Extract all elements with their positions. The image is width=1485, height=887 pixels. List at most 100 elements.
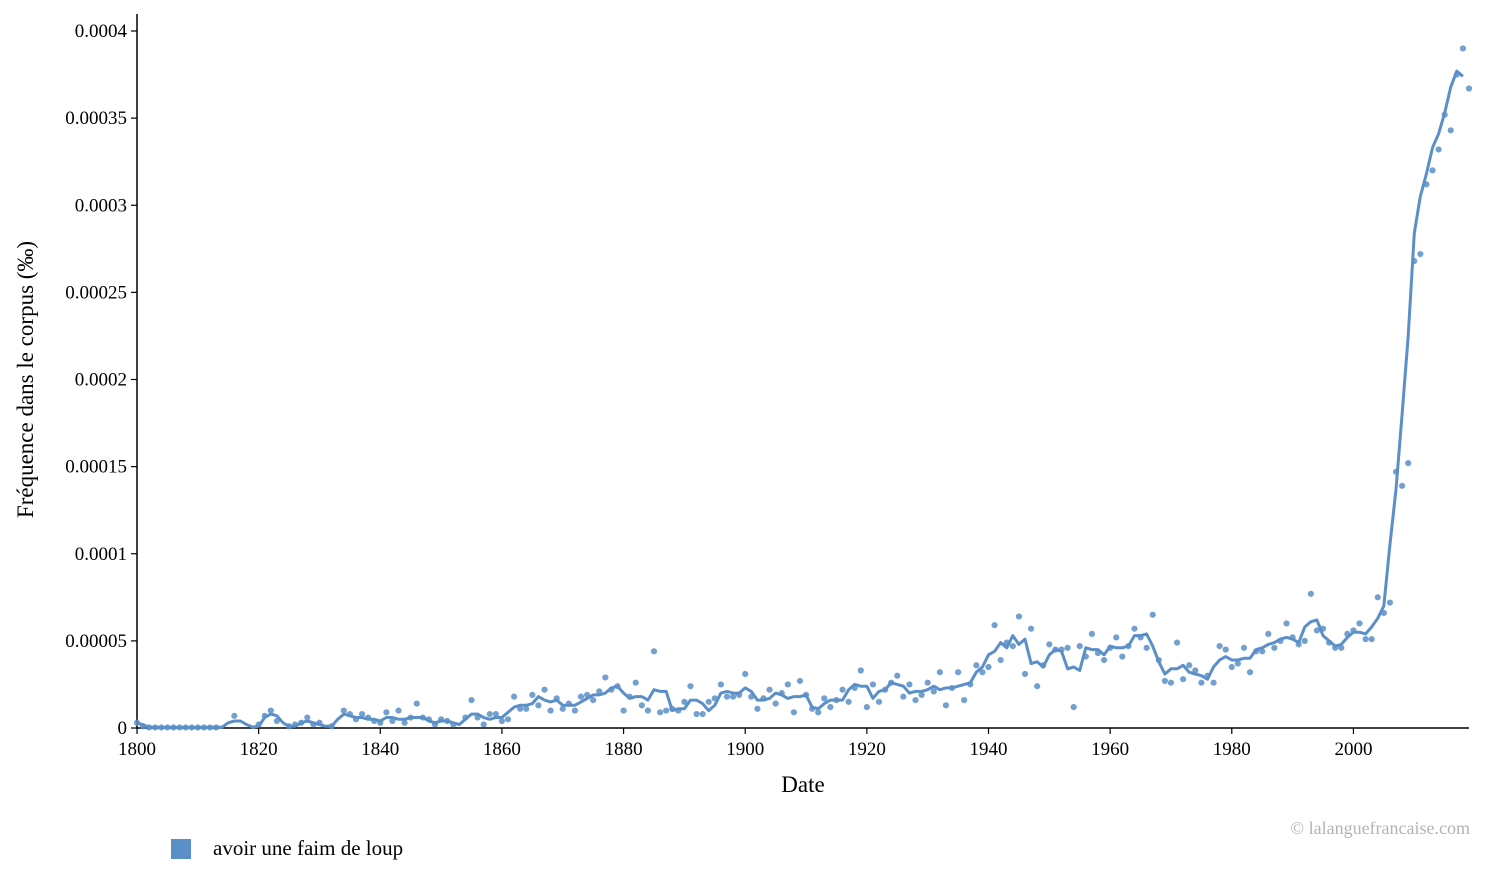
data-point [1186, 662, 1193, 669]
data-point [602, 674, 609, 681]
data-point [1368, 636, 1375, 643]
data-point [1234, 660, 1241, 667]
data-point [620, 707, 627, 714]
data-point [480, 721, 487, 728]
data-point [1149, 611, 1156, 618]
x-axis-title: Date [781, 772, 824, 797]
data-point [358, 710, 366, 718]
data-point [1240, 644, 1248, 651]
y-tick-label: 0.00015 [65, 457, 127, 478]
data-point [541, 686, 548, 693]
data-point [875, 698, 883, 705]
data-point [486, 710, 493, 718]
data-point [1046, 641, 1053, 648]
data-point [1307, 590, 1314, 597]
data-point [1447, 127, 1454, 134]
data-point [523, 705, 530, 712]
data-point [973, 662, 980, 669]
data-point [1009, 643, 1016, 650]
data-point [1405, 460, 1412, 467]
data-point [1161, 677, 1168, 685]
data-point [401, 719, 408, 726]
x-tick-label: 1820 [240, 739, 278, 760]
data-point [1429, 167, 1436, 174]
data-point [772, 700, 779, 707]
data-point [395, 707, 402, 714]
data-point [1180, 676, 1187, 683]
data-point [705, 698, 712, 705]
x-tick-label: 1960 [1091, 739, 1129, 760]
data-point [1356, 620, 1363, 627]
data-point [1398, 482, 1406, 489]
data-point [510, 693, 518, 700]
data-point [1222, 646, 1229, 653]
data-point [340, 707, 347, 714]
data-point [723, 693, 731, 700]
data-point [942, 702, 950, 709]
data-point [1070, 703, 1077, 711]
y-tick-label: 0.0003 [75, 195, 127, 216]
data-point [559, 705, 566, 712]
data-point [547, 707, 554, 714]
data-points [133, 45, 1473, 731]
y-tick-label: 0.0001 [75, 544, 127, 565]
data-point [1459, 45, 1467, 52]
data-point [729, 693, 737, 700]
data-point [304, 714, 311, 721]
data-point [571, 707, 579, 714]
data-point [231, 712, 238, 719]
data-point [821, 695, 828, 702]
data-point [954, 669, 962, 676]
data-point [930, 688, 937, 695]
data-point [1246, 669, 1254, 676]
data-point [681, 698, 688, 705]
data-point [638, 702, 645, 709]
y-tick-label: 0.00025 [65, 282, 127, 303]
x-tick-label: 1980 [1213, 739, 1251, 760]
data-point [991, 622, 998, 629]
data-point [413, 700, 420, 707]
data-point [1283, 620, 1290, 627]
data-point [961, 697, 968, 704]
x-tick-label: 2000 [1334, 739, 1372, 760]
x-tick-label: 1940 [970, 739, 1008, 760]
data-point [1216, 643, 1223, 650]
y-axis-title: Fréquence dans le corpus (‰) [13, 241, 38, 518]
data-point [1210, 679, 1217, 686]
data-point [1301, 637, 1308, 644]
series-line [136, 69, 1464, 729]
data-point [383, 709, 390, 716]
data-point [857, 667, 864, 674]
data-point [1015, 613, 1023, 620]
data-point [632, 679, 639, 686]
data-point [1076, 643, 1083, 650]
data-point [687, 683, 694, 690]
legend-label: avoir une faim de loup [213, 836, 404, 860]
data-point [845, 698, 852, 705]
data-point [1088, 630, 1096, 638]
data-point [754, 705, 761, 712]
data-point [1064, 644, 1071, 651]
data-point [577, 693, 585, 700]
data-point [498, 717, 506, 725]
data-point [650, 648, 658, 655]
data-point [1021, 670, 1029, 678]
data-point [979, 669, 986, 676]
y-tick-label: 0.0002 [75, 370, 127, 391]
data-point [1228, 663, 1235, 671]
data-point [267, 707, 274, 714]
x-tick-label: 1840 [361, 739, 399, 760]
data-point [918, 691, 925, 698]
data-point [997, 656, 1004, 664]
data-point [900, 693, 907, 700]
x-tick-label: 1900 [726, 739, 764, 760]
y-tick-label: 0.00035 [65, 108, 127, 129]
data-point [1131, 625, 1138, 632]
data-point [699, 710, 706, 718]
data-point [906, 681, 913, 688]
data-point [796, 677, 804, 685]
data-point [839, 686, 846, 693]
axes [136, 14, 1469, 729]
data-point [1173, 639, 1181, 646]
data-point [985, 663, 992, 671]
